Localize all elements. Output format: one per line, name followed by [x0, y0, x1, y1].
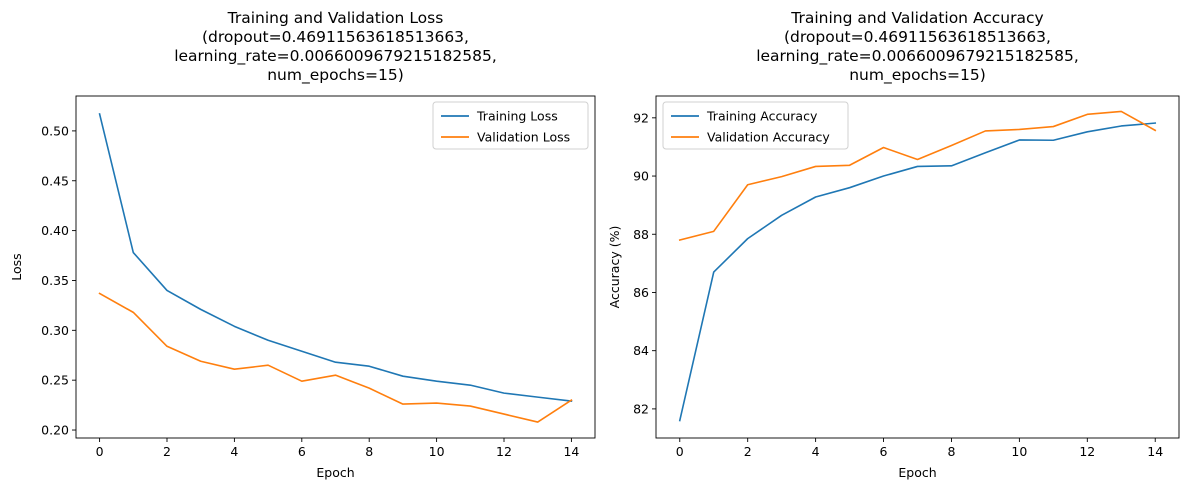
x-axis-label: Epoch — [316, 465, 354, 480]
x-tick-label: 2 — [744, 444, 752, 459]
chart-title-line: num_epochs=15) — [849, 66, 986, 85]
x-tick-label: 4 — [812, 444, 820, 459]
x-tick-label: 6 — [298, 444, 306, 459]
chart-title: Training and Validation Loss (dropout=0.4… — [174, 9, 497, 85]
x-tick-label: 10 — [1011, 444, 1027, 459]
y-tick-label: 82 — [633, 401, 649, 416]
x-tick-label: 6 — [880, 444, 888, 459]
legend-label: Validation Loss — [477, 130, 570, 145]
legend: Training Loss Validation Loss — [432, 101, 589, 150]
axes-frame — [655, 95, 1180, 439]
y-tick-label: 90 — [633, 169, 649, 184]
x-tick-label: 8 — [365, 444, 373, 459]
chart-title-line: learning_rate=0.0066009679215182585, — [756, 47, 1079, 66]
chart-title-line: Training and Validation Accuracy — [790, 9, 1043, 27]
legend-label: Training Accuracy — [706, 109, 818, 124]
y-tick-label: 88 — [633, 227, 649, 242]
x-tick-label: 12 — [496, 444, 512, 459]
legend-label: Validation Accuracy — [707, 130, 830, 145]
chart-title-line: (dropout=0.46911563618513663, — [202, 28, 469, 46]
x-tick-label: 0 — [676, 444, 684, 459]
x-tick-label: 12 — [1079, 444, 1095, 459]
legend-box — [432, 101, 589, 150]
y-tick-label: 0.40 — [41, 223, 69, 238]
loss-chart: Training and Validation Loss (dropout=0.4… — [9, 9, 596, 480]
series-line-training-loss — [98, 112, 573, 402]
series-group — [98, 112, 573, 423]
legend: Training Accuracy Validation Accuracy — [662, 101, 849, 150]
y-tick-label: 84 — [633, 343, 649, 358]
x-tick-label: 8 — [947, 444, 955, 459]
y-tick-label: 0.20 — [41, 423, 69, 438]
chart-title: Training and Validation Accuracy (dropout… — [756, 9, 1079, 85]
x-axis-label: Epoch — [898, 465, 936, 480]
accuracy-chart: Training and Validation Accuracy (dropout… — [607, 9, 1180, 480]
y-tick-label: 86 — [633, 285, 649, 300]
x-tick-label: 2 — [163, 444, 171, 459]
x-tick-label: 4 — [230, 444, 238, 459]
chart-title-line: num_epochs=15) — [267, 66, 404, 85]
y-axis-label: Loss — [9, 253, 24, 280]
y-tick-label: 0.25 — [41, 373, 69, 388]
legend-box — [662, 101, 849, 150]
y-tick-label: 0.45 — [41, 173, 69, 188]
chart-title-line: Training and Validation Loss — [227, 9, 444, 27]
chart-title-line: learning_rate=0.0066009679215182585, — [174, 47, 497, 66]
series-line-training-accuracy — [678, 122, 1157, 422]
axes-frame — [75, 95, 596, 439]
chart-title-line: (dropout=0.46911563618513663, — [784, 28, 1051, 46]
series-line-validation-accuracy — [678, 110, 1157, 242]
series-line-validation-loss — [98, 292, 573, 423]
y-axis-label: Accuracy (%) — [607, 226, 622, 309]
x-tick-label: 14 — [563, 444, 579, 459]
y-tick-label: 0.30 — [41, 323, 69, 338]
y-tick-label: 0.35 — [41, 273, 69, 288]
series-group — [678, 110, 1157, 422]
y-tick-label: 0.50 — [41, 123, 69, 138]
legend-label: Training Loss — [476, 109, 558, 124]
x-tick-label: 14 — [1147, 444, 1163, 459]
y-tick-label: 92 — [633, 110, 649, 125]
x-tick-label: 10 — [429, 444, 445, 459]
x-tick-label: 0 — [96, 444, 104, 459]
